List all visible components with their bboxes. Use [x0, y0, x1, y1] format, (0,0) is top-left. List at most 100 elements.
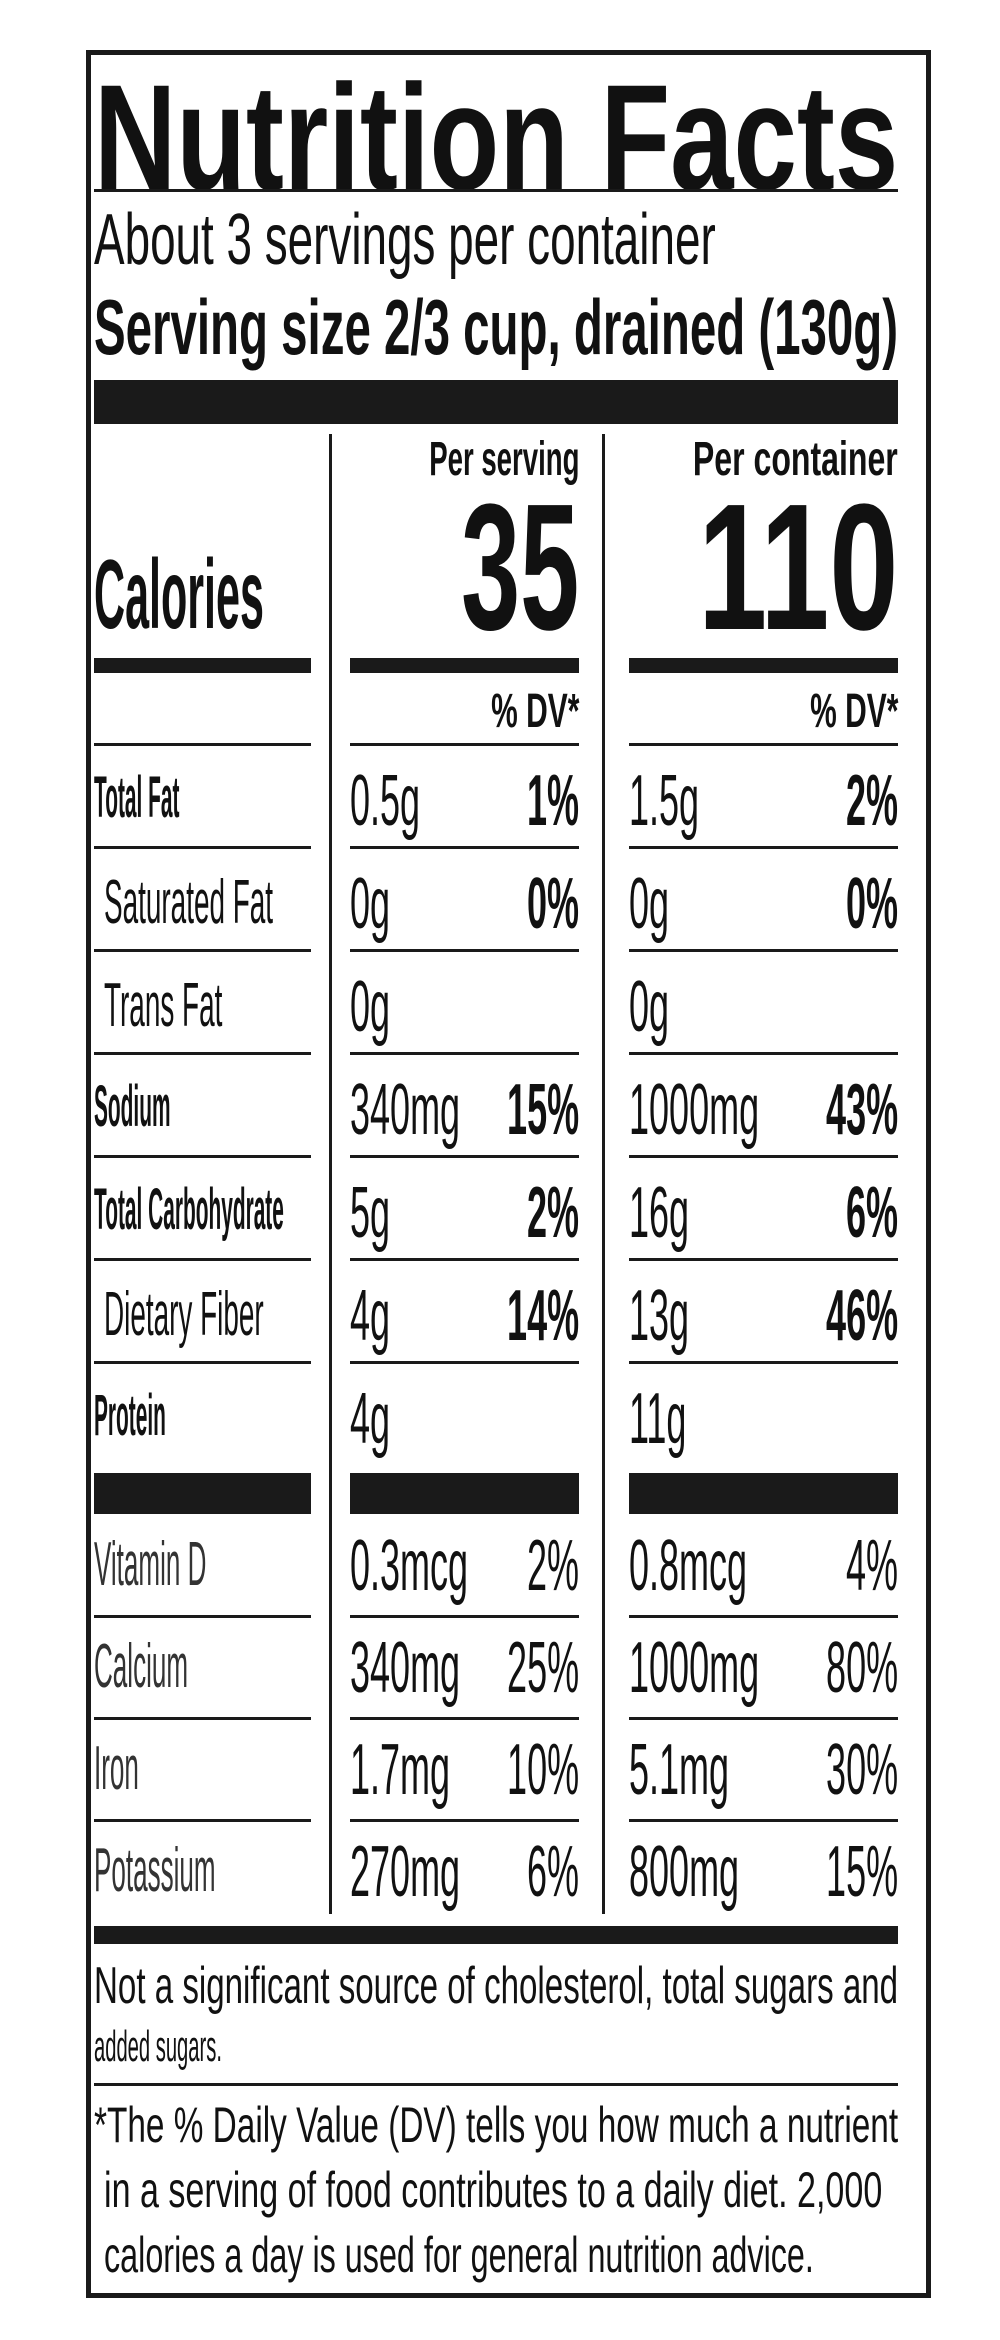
serving-amount: 4g	[350, 1276, 391, 1356]
footnote-dv-line-2: in a serving of food contributes to a da…	[104, 2162, 883, 2218]
nutrient-label: Iron	[94, 1734, 139, 1803]
row-divider-right	[629, 743, 898, 746]
nutrient-label: Potassium	[94, 1836, 216, 1905]
dv-header-container: % DV*	[809, 685, 898, 738]
row-divider-right	[629, 949, 898, 952]
serving-amount: 340mg	[350, 1628, 461, 1708]
row-divider-left	[94, 1052, 311, 1055]
row-divider-left	[94, 1155, 311, 1158]
container-amount: 1000mg	[629, 1628, 760, 1708]
row-divider-left	[94, 1258, 311, 1261]
row-divider-mid	[350, 949, 579, 952]
serving-amount: 5g	[350, 1173, 391, 1253]
container-daily-value: 6%	[845, 1173, 898, 1253]
row-divider-mid	[350, 1052, 579, 1055]
serving-amount: 270mg	[350, 1832, 461, 1912]
serving-daily-value: 1%	[526, 761, 579, 841]
serving-size: Serving size 2/3 cup, drained (130g)	[94, 283, 899, 371]
row-divider-right	[629, 1717, 898, 1720]
serving-daily-value: 10%	[506, 1730, 579, 1810]
vitamin-bar-left	[94, 1473, 311, 1514]
row-divider-right	[629, 1361, 898, 1364]
row-divider-right	[629, 1258, 898, 1261]
calories-bar-left	[94, 658, 311, 673]
nutrient-label: Total Fat	[94, 765, 180, 830]
container-amount: 0g	[629, 967, 670, 1047]
row-divider-mid	[350, 846, 579, 849]
row-divider-mid	[350, 1717, 579, 1720]
row-divider-left	[94, 1615, 311, 1618]
title-divider	[94, 189, 898, 192]
per-serving-header: Per serving	[428, 433, 579, 486]
row-divider-mid	[350, 1819, 579, 1822]
calories-per-serving: 35	[460, 467, 579, 668]
footnote-dv-line-1: *The % Daily Value (DV) tells you how mu…	[94, 2097, 899, 2153]
container-daily-value: 43%	[825, 1070, 898, 1150]
container-daily-value: 46%	[825, 1276, 898, 1356]
vitamin-bar-mid	[350, 1473, 579, 1514]
servings-per-container: About 3 servings per container	[94, 200, 716, 280]
footnote-not-significant-line-2: added sugars.	[94, 2022, 222, 2071]
row-divider-mid	[350, 743, 579, 746]
row-divider-right	[629, 1155, 898, 1158]
calories-label: Calories	[94, 539, 264, 649]
nutrient-label: Calcium	[94, 1632, 189, 1701]
container-daily-value: 30%	[825, 1730, 898, 1810]
row-divider-mid	[350, 1615, 579, 1618]
nutrient-label: Dietary Fiber	[104, 1280, 264, 1349]
serving-amount: 0.3mcg	[350, 1526, 469, 1606]
column-divider-1	[329, 434, 332, 1914]
container-amount: 11g	[629, 1379, 687, 1459]
container-amount: 0.8mcg	[629, 1526, 748, 1606]
serving-amount: 340mg	[350, 1070, 461, 1150]
container-daily-value: 80%	[825, 1628, 898, 1708]
serving-amount: 0g	[350, 864, 391, 944]
nutrient-label: Protein	[94, 1383, 166, 1448]
row-divider-mid	[350, 1361, 579, 1364]
container-daily-value: 0%	[845, 864, 898, 944]
row-divider-left	[94, 1717, 311, 1720]
row-divider-left	[94, 846, 311, 849]
row-divider-right	[629, 1819, 898, 1822]
serving-daily-value: 2%	[526, 1526, 579, 1606]
nutrient-label: Trans Fat	[104, 971, 223, 1040]
dv-header-serving: % DV*	[490, 685, 579, 738]
thick-divider-bottom	[94, 1926, 898, 1944]
nutrient-label: Sodium	[94, 1074, 171, 1139]
panel-title: Nutrition Facts	[94, 53, 899, 221]
nutrient-label: Total Carbohydrate	[94, 1177, 284, 1242]
serving-amount: 0.5g	[350, 761, 421, 841]
serving-amount: 0g	[350, 967, 391, 1047]
nutrition-facts-panel	[86, 50, 931, 2298]
serving-daily-value: 6%	[526, 1832, 579, 1912]
serving-daily-value: 25%	[506, 1628, 579, 1708]
row-divider-mid	[350, 1258, 579, 1261]
row-divider-right	[629, 846, 898, 849]
column-divider-2	[602, 434, 605, 1914]
serving-daily-value: 0%	[526, 864, 579, 944]
container-daily-value: 4%	[845, 1526, 898, 1606]
calories-bar-right	[629, 658, 898, 673]
row-divider-right	[629, 1052, 898, 1055]
nutrient-label: Saturated Fat	[104, 868, 274, 937]
container-daily-value: 2%	[845, 761, 898, 841]
footnote-dv-line-3: calories a day is used for general nutri…	[104, 2227, 814, 2283]
calories-bar-mid	[350, 658, 579, 673]
serving-amount: 1.7mg	[350, 1730, 451, 1810]
row-divider-left	[94, 1361, 311, 1364]
container-amount: 16g	[629, 1173, 690, 1253]
container-amount: 800mg	[629, 1832, 740, 1912]
serving-daily-value: 14%	[506, 1276, 579, 1356]
container-amount: 5.1mg	[629, 1730, 730, 1810]
nutrient-label: Vitamin D	[94, 1530, 207, 1599]
serving-daily-value: 15%	[506, 1070, 579, 1150]
serving-daily-value: 2%	[526, 1173, 579, 1253]
per-container-header: Per container	[693, 433, 898, 486]
row-divider-left	[94, 949, 311, 952]
container-amount: 13g	[629, 1276, 690, 1356]
vitamin-bar-right	[629, 1473, 898, 1514]
container-daily-value: 15%	[825, 1832, 898, 1912]
container-amount: 1.5g	[629, 761, 700, 841]
calories-per-container: 110	[697, 467, 898, 668]
row-divider-left	[94, 1819, 311, 1822]
